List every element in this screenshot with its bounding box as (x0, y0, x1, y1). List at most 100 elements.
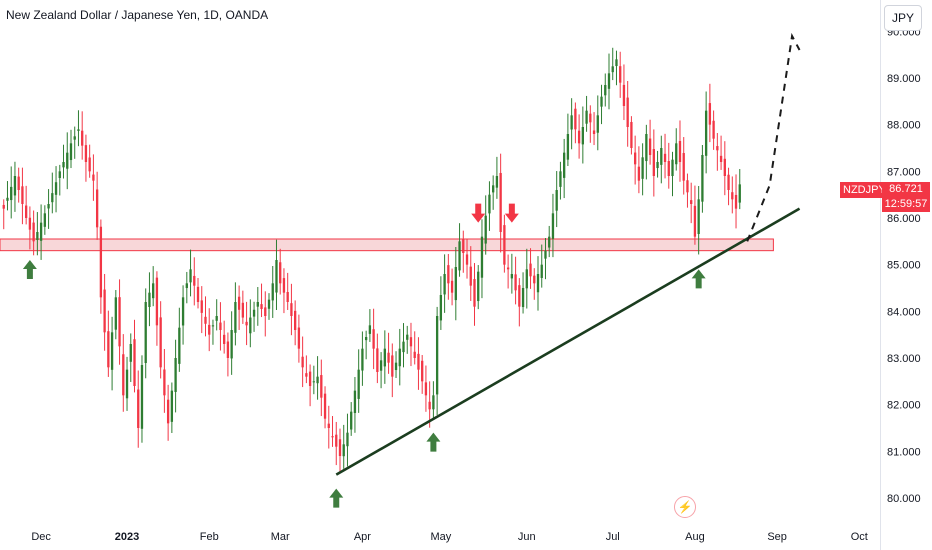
candle-body (95, 189, 99, 228)
candle-body (462, 238, 465, 253)
candle-body (39, 222, 43, 241)
candle-body (84, 145, 88, 162)
lightning-icon[interactable]: ⚡ (674, 496, 696, 518)
candle-body (185, 283, 188, 289)
candle-body (439, 295, 443, 321)
x-axis[interactable]: Dec 2023 Feb Mar Apr May Jun Jul Aug Sep Oct (31, 531, 868, 543)
candle-body (133, 339, 136, 386)
candle-body (697, 199, 700, 235)
candle-body (73, 136, 76, 140)
candles-layer (2, 47, 741, 473)
candle-body (548, 236, 551, 248)
candle-body (488, 194, 491, 214)
candle-body (193, 275, 196, 286)
candle-body (88, 157, 91, 172)
candle-body (245, 321, 248, 326)
candle-body (69, 143, 73, 161)
candle-body (563, 152, 566, 178)
candle-body (383, 348, 386, 367)
candle-body (391, 355, 394, 377)
candle-body (305, 373, 308, 377)
x-tick-label: Oct (851, 531, 868, 543)
candle-body (652, 149, 655, 176)
candle-body (611, 66, 614, 73)
arrow-down-icon (504, 203, 519, 223)
candle-body (633, 152, 637, 165)
candle-body (619, 66, 622, 83)
candle-body (637, 166, 641, 181)
candle-body (514, 274, 517, 291)
candle-body (338, 439, 342, 456)
candle-body (581, 127, 585, 145)
candle-body (28, 217, 32, 230)
candle-body (163, 369, 166, 396)
candle-body (125, 369, 129, 399)
arrow-down-icon (471, 203, 486, 223)
candle-body (286, 292, 289, 302)
candle-body (159, 317, 162, 368)
candle-body (200, 300, 203, 313)
candle-body (211, 325, 215, 327)
y-tick-label: 86.000 (887, 213, 921, 225)
candle-body (350, 411, 353, 430)
candle-body (327, 423, 330, 428)
candle-body (533, 275, 536, 284)
candle-body (323, 393, 327, 419)
candle-body (641, 157, 644, 179)
candle-body (626, 97, 629, 127)
arrow-up-icon (329, 488, 344, 508)
candle-body (312, 381, 315, 383)
candle-body (129, 344, 132, 362)
candle-body (734, 194, 738, 209)
candle-body (454, 267, 457, 301)
candle-body (469, 266, 472, 286)
candle-body (570, 115, 573, 130)
candle-body (297, 327, 301, 349)
candle-body (738, 184, 741, 203)
candle-body (656, 162, 659, 169)
arrow-up-icon (426, 432, 441, 452)
candle-body (428, 401, 431, 410)
bar-countdown: 12:59:57 (884, 198, 928, 210)
price-scale-divider (880, 0, 881, 550)
candle-body (406, 334, 409, 340)
candle-body (316, 376, 319, 384)
candle-body (435, 316, 439, 395)
candle-body (215, 316, 218, 321)
candle-body (47, 204, 50, 209)
candle-body (114, 297, 117, 330)
candle-body (66, 152, 69, 169)
x-tick-label: Aug (685, 531, 705, 543)
candle-body (110, 332, 114, 370)
candle-body (372, 329, 375, 349)
candle-body (279, 262, 282, 284)
candle-body (544, 250, 547, 259)
candle-body (719, 155, 723, 162)
candle-body (723, 158, 726, 176)
candle-body (368, 325, 372, 334)
candle-body (551, 213, 555, 239)
candle-body (271, 283, 274, 301)
currency-button[interactable]: JPY (884, 5, 922, 31)
candle-body (671, 159, 674, 177)
candle-body (36, 232, 39, 241)
candle-body (13, 176, 17, 196)
candle-body (118, 297, 121, 347)
candle-body (630, 121, 633, 148)
y-tick-label: 84.000 (887, 306, 921, 318)
y-axis[interactable]: 90.00089.00088.00087.00086.00085.00084.0… (887, 26, 921, 505)
trendline (335, 207, 801, 476)
candle-body (473, 279, 476, 307)
candle-body (293, 310, 297, 330)
candle-body (465, 254, 469, 265)
candle-body (189, 269, 192, 283)
y-tick-label: 87.000 (887, 166, 921, 178)
candle-body (450, 280, 454, 293)
candle-body (275, 260, 278, 293)
trendline-layer (335, 207, 801, 476)
candle-body (264, 307, 267, 316)
candle-body (678, 140, 682, 162)
candle-body (458, 241, 461, 271)
candle-body (525, 269, 528, 289)
